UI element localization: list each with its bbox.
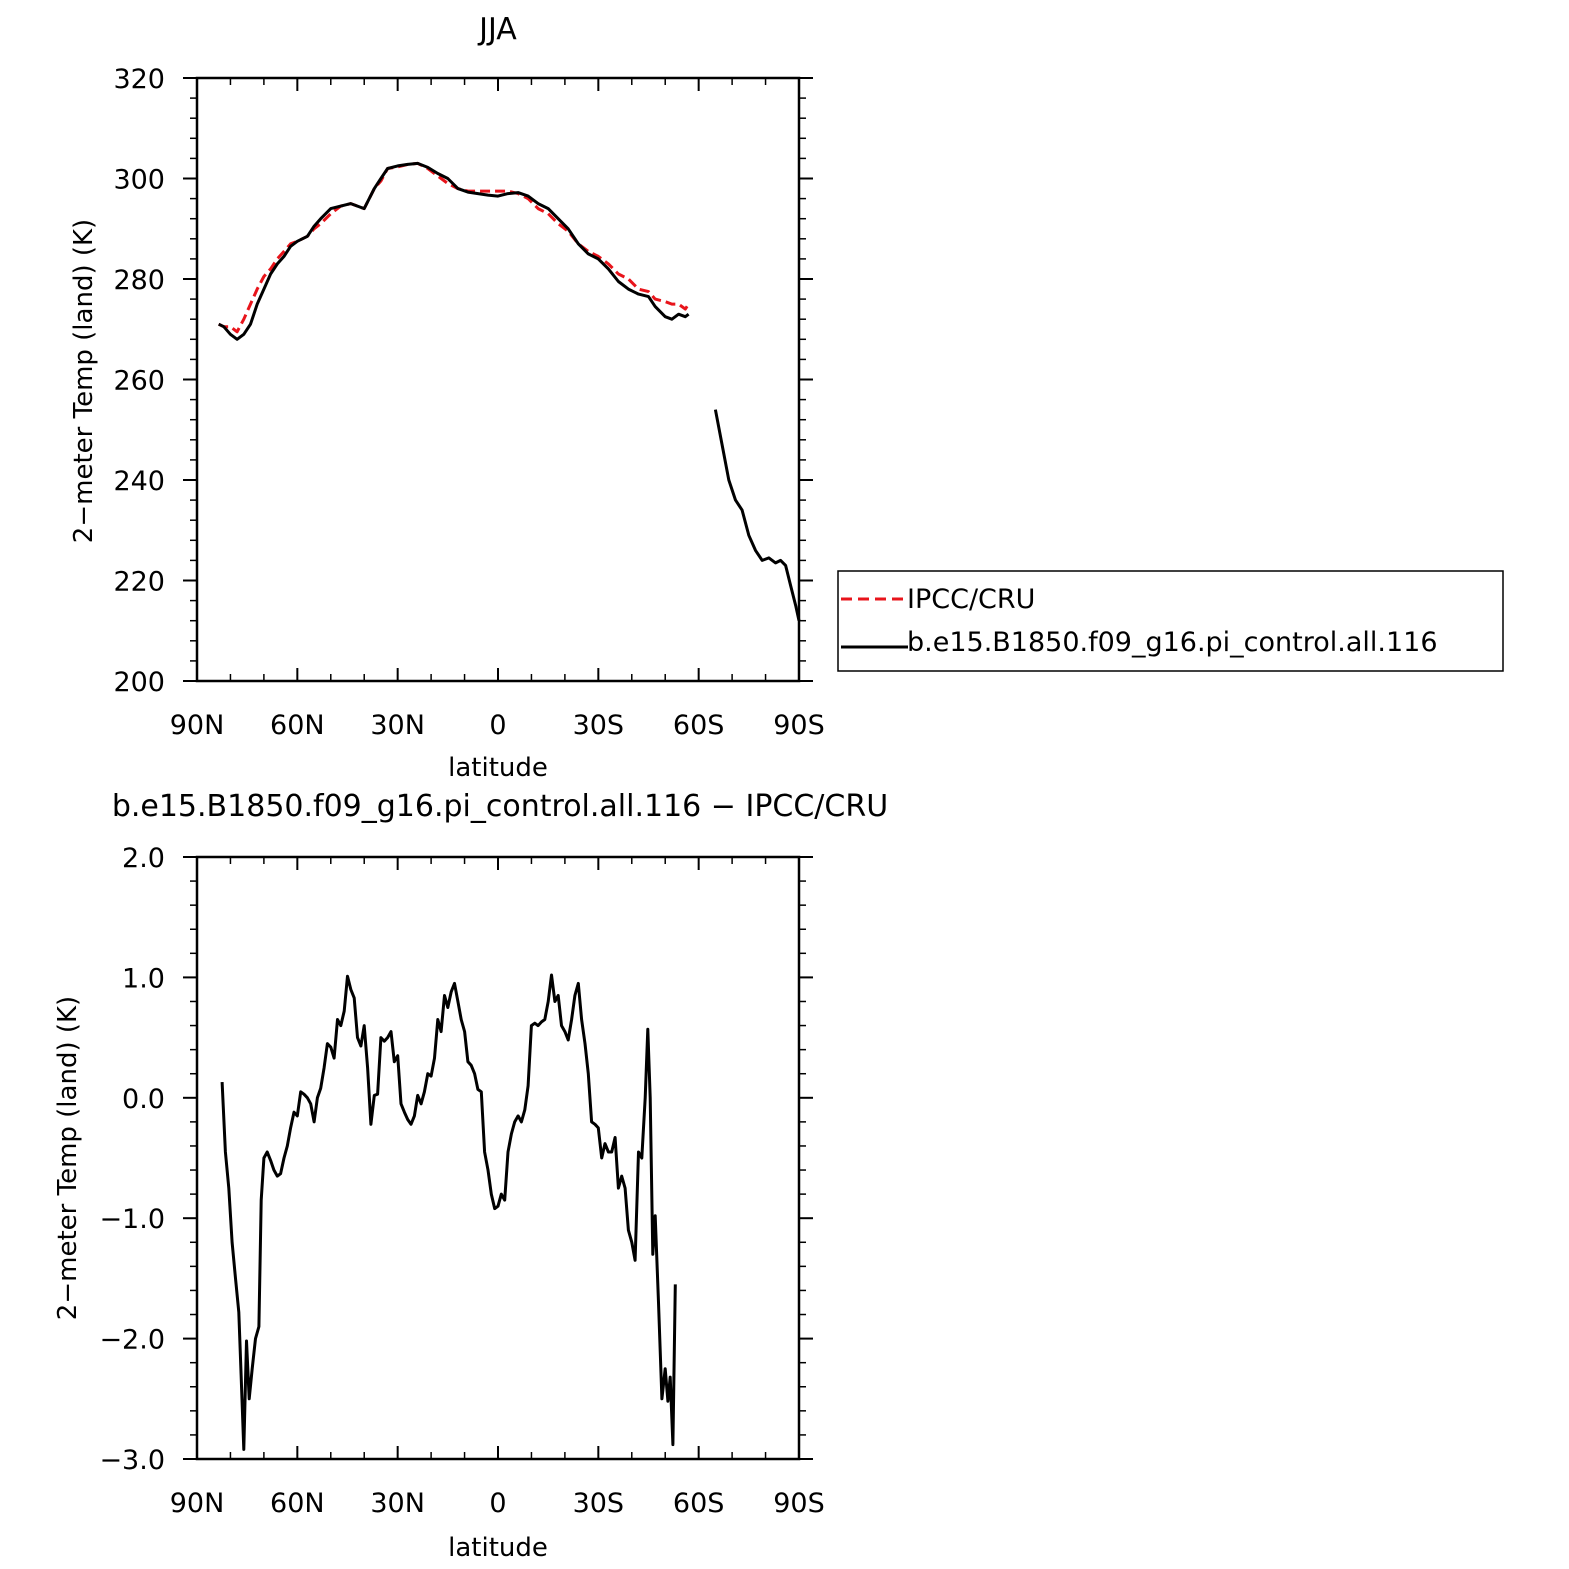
top-chart-title: JJA [477,12,517,47]
y-tick-label: 0.0 [122,1084,165,1115]
series-line-model [713,409,801,622]
x-tick-label: 30N [370,1488,425,1519]
y-tick-label: −1.0 [99,1204,165,1235]
y-tick-label: −3.0 [99,1445,165,1476]
bottom-x-axis-label: latitude [448,1533,548,1563]
x-tick-label: 90S [773,1488,825,1519]
y-tick-label: 2.0 [122,843,165,874]
x-tick-label: 0 [489,710,506,741]
legend: IPCC/CRU b.e15.B1850.f09_g16.pi_control.… [837,570,1504,672]
y-tick-label: 200 [113,667,165,698]
x-tick-label: 30N [370,710,425,741]
x-tick-label: 90S [773,710,825,741]
x-tick-label: 90N [170,710,225,741]
series-line-ipcc-cru [218,161,690,334]
x-tick-label: 60N [270,1488,325,1519]
bottom-axes: 90N 60N 30N 0 30S 60S 90S −3.0 −2.0 −1.0 0.0 1.0 2.0 [99,843,824,1519]
y-tick-label: −2.0 [99,1325,165,1356]
legend-label-ipcc-cru: IPCC/CRU [907,584,1035,615]
y-tick-label: 320 [113,64,165,95]
y-tick-label: 280 [113,265,165,296]
top-series-lines [218,161,801,622]
x-tick-label: 60N [270,710,325,741]
bottom-y-axis-label: 2−meter Temp (land) (K) [53,996,83,1320]
series-line-model [218,161,690,341]
top-y-axis-label: 2−meter Temp (land) (K) [69,219,99,543]
series-line-model [220,973,677,1451]
x-tick-label: 60S [673,710,725,741]
x-tick-label: 30S [573,1488,625,1519]
top-axes: 90N 60N 30N 0 30S 60S 90S 200 220 240 260 280 300 320 [113,64,824,741]
top-x-axis-label: latitude [448,753,548,783]
x-tick-label: 60S [673,1488,725,1519]
y-tick-label: 220 [113,567,165,598]
plot-frame [195,855,801,1461]
x-tick-label: 30S [573,710,625,741]
bottom-series-lines [220,973,677,1451]
x-tick-label: 90N [170,1488,225,1519]
panel-difference: b.e15.B1850.f09_g16.pi_control.all.116 −… [53,789,888,1563]
y-tick-label: 240 [113,466,165,497]
y-tick-label: 260 [113,366,165,397]
x-tick-label: 0 [489,1488,506,1519]
plot-frame [195,76,801,683]
legend-label-model: b.e15.B1850.f09_g16.pi_control.all.116 [907,627,1438,658]
panel-temperature: JJA latitude 2−meter Temp (land) (K) 90N… [69,12,825,783]
legend-box [837,570,1504,672]
bottom-chart-title: b.e15.B1850.f09_g16.pi_control.all.116 −… [112,789,888,824]
y-tick-label: 1.0 [122,963,165,994]
y-tick-label: 300 [113,165,165,196]
